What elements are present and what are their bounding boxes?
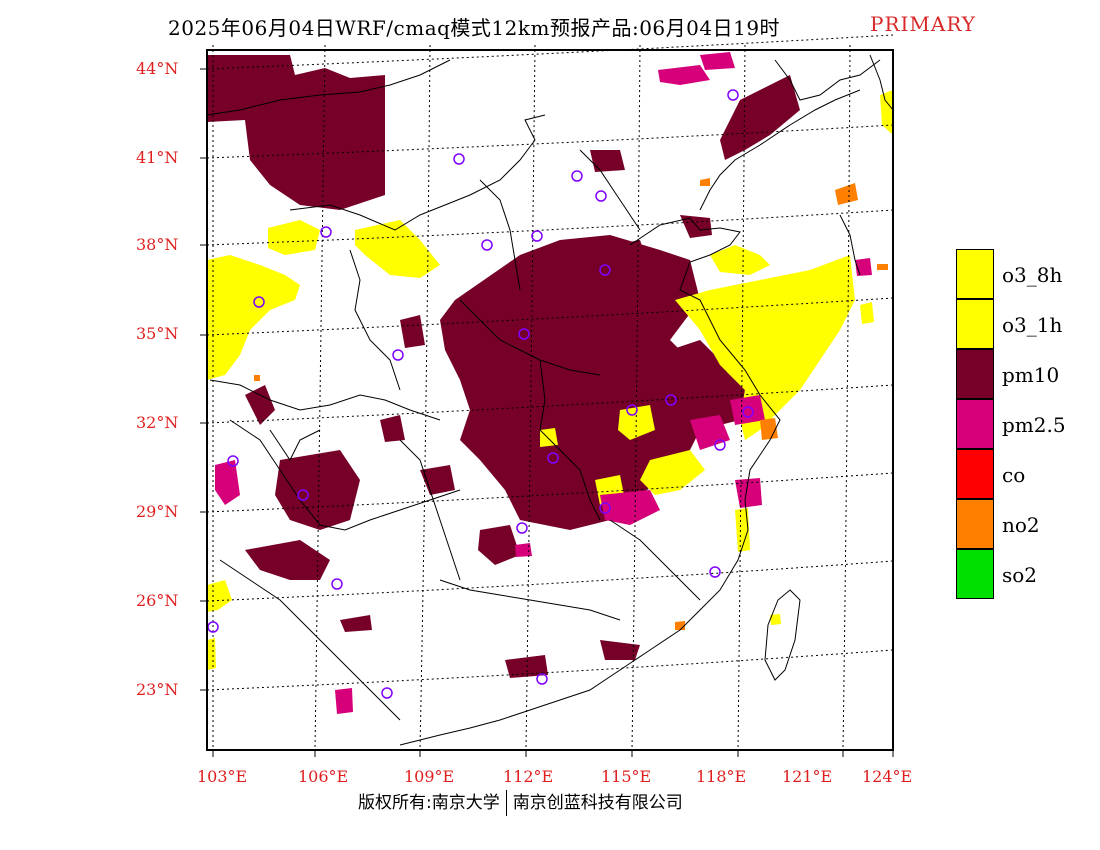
legend-swatch-o3-1h	[956, 299, 994, 349]
lon-label-115: 115°E	[601, 767, 651, 786]
legend-swatch-o3-8h	[956, 249, 994, 299]
copyright-left: 版权所有:南京大学	[358, 793, 500, 813]
graticule	[206, 34, 894, 751]
legend-swatch-so2	[956, 549, 994, 599]
lat-label-23: 23°N	[136, 680, 178, 699]
lat-ticks	[200, 68, 207, 691]
pollutant-fields	[207, 52, 893, 714]
legend-swatch-no2	[956, 499, 994, 549]
lon-label-118: 118°E	[696, 767, 746, 786]
legend-label-so2: so2	[1002, 563, 1038, 587]
coastline-and-borders	[206, 54, 894, 746]
pm10-field	[207, 55, 800, 678]
lat-label-26: 26°N	[136, 591, 178, 610]
legend-label-co: co	[1002, 463, 1026, 487]
latitude-labels: 44°N 41°N 38°N 35°N 32°N 29°N 26°N 23°N	[136, 59, 178, 699]
copyright-right: 南京创蓝科技有限公司	[512, 793, 683, 813]
legend-label-pm10: pm10	[1002, 363, 1060, 387]
lon-label-121: 121°E	[782, 767, 832, 786]
lat-label-44: 44°N	[136, 59, 178, 78]
product-title: 2025年06月04日WRF/cmaq模式12km预报产品:06月04日19时	[168, 16, 781, 40]
lat-label-38: 38°N	[136, 235, 178, 254]
lat-label-29: 29°N	[136, 502, 178, 521]
legend-label-no2: no2	[1002, 513, 1040, 537]
legend-item-o3-1h: o3_1h	[956, 299, 1086, 349]
longitude-labels: 103°E 106°E 109°E 112°E 115°E 118°E 121°…	[197, 767, 912, 786]
pm25-field	[215, 52, 872, 714]
map-frame	[206, 49, 894, 751]
lon-label-112: 112°E	[503, 767, 553, 786]
footer-separator	[505, 790, 507, 816]
legend-swatch-pm10	[956, 349, 994, 399]
legend-item-co: co	[956, 449, 1086, 499]
legend-item-o3-8h: o3_8h	[956, 249, 1086, 299]
copyright-footer: 版权所有:南京大学 南京创蓝科技有限公司	[358, 788, 683, 818]
title-row: 2025年06月04日WRF/cmaq模式12km预报产品:06月04日19时 …	[0, 12, 1100, 40]
legend-label-o3-1h: o3_1h	[1002, 313, 1063, 337]
lon-label-106: 106°E	[298, 767, 348, 786]
legend-label-o3-8h: o3_8h	[1002, 263, 1063, 287]
lat-label-35: 35°N	[136, 324, 178, 343]
primary-badge: PRIMARY	[870, 12, 976, 36]
site-markers	[207, 89, 754, 699]
legend-item-so2: so2	[956, 549, 1086, 599]
legend-label-pm25: pm2.5	[1002, 413, 1066, 437]
legend-item-pm10: pm10	[956, 349, 1086, 399]
lon-label-109: 109°E	[404, 767, 454, 786]
lon-label-124: 124°E	[862, 767, 912, 786]
legend-item-pm25: pm2.5	[956, 399, 1086, 449]
legend-swatch-co	[956, 449, 994, 499]
legend-swatch-pm25	[956, 399, 994, 449]
lat-label-41: 41°N	[136, 148, 178, 167]
no2-field	[254, 178, 888, 630]
lon-label-103: 103°E	[197, 767, 247, 786]
lat-label-32: 32°N	[136, 413, 178, 432]
pollutant-legend: o3_8h o3_1h pm10 pm2.5 co no2 so2	[956, 249, 1086, 599]
o3-field	[207, 90, 893, 670]
legend-item-no2: no2	[956, 499, 1086, 549]
lon-ticks	[212, 750, 894, 757]
